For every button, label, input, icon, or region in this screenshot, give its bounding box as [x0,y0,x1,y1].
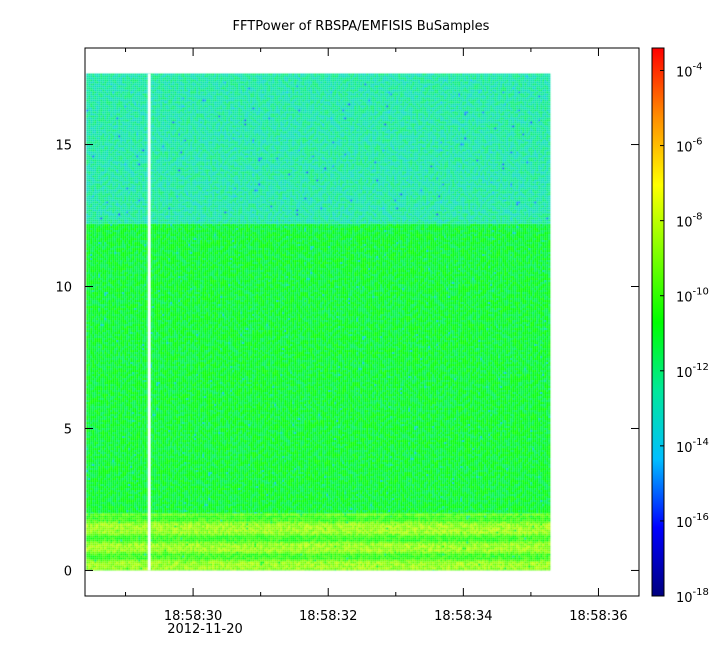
y-tick-label: 5 [64,422,72,437]
spectrogram-raster [85,48,639,596]
colorbar-tick-label: 10-18 [676,587,709,606]
plot-frame [84,47,640,597]
y-tick-label: 15 [55,139,72,154]
y-axis: 0 5 10 15 [55,139,639,579]
x-tick-label: 18:58:36 [569,609,627,624]
x-tick-label: 18:58:32 [299,609,357,624]
colorbar-tick-label: 10-10 [676,287,709,306]
x-axis: 18:58:30 18:58:32 18:58:34 18:58:36 [125,48,628,624]
y-tick-label: 0 [64,564,72,579]
spectrogram-image [85,48,639,596]
colorbar-tick-label: 10-6 [676,137,703,156]
colorbar-tick-label: 10-4 [676,62,703,81]
colorbar-tick-label: 10-12 [676,362,709,381]
chart-title: FFTPower of RBSPA/EMFISIS BuSamples [233,19,490,34]
x-tick-label: 18:58:30 [164,609,222,624]
x-tick-label: 18:58:34 [434,609,492,624]
colorbar-tick-label: 10-14 [676,437,709,456]
colorbar-ticks: 10-4 10-6 10-8 10-10 10-12 10-14 10-16 10-18 [660,62,709,606]
y-tick-label: 10 [55,281,72,296]
colorbar-tick-label: 10-8 [676,212,703,231]
colorbar-tick-label: 10-16 [676,512,709,531]
colorbar-gradient [651,47,665,597]
plot-area: 18:58:30 18:58:32 18:58:34 18:58:36 051015 … [55,47,640,637]
x-date-label: 2012-11-20 [167,622,243,637]
colorbar: 10-4 10-6 10-8 10-10 10-12 10-14 10-16 10-18 [651,47,709,606]
